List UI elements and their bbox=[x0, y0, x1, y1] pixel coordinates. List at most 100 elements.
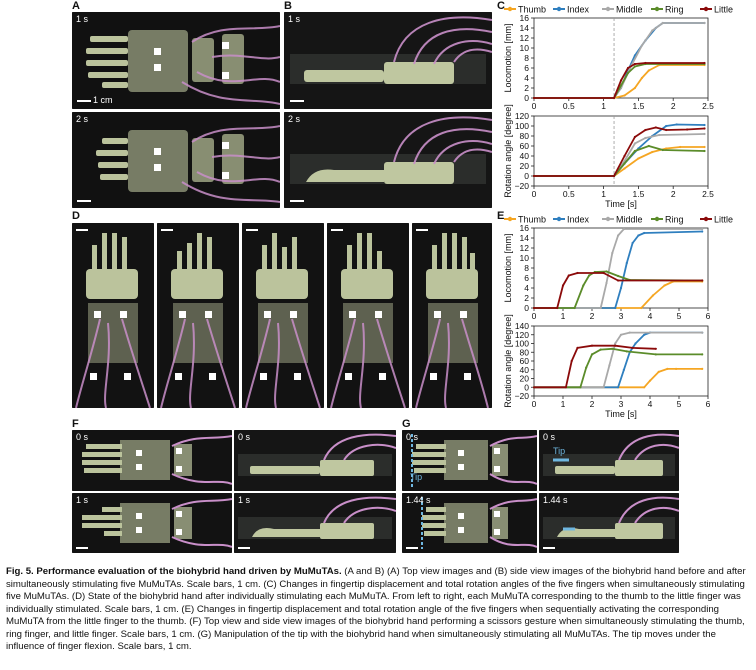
data-point-middle bbox=[599, 306, 602, 310]
y-tick-label: 6 bbox=[524, 273, 529, 283]
data-point-index bbox=[631, 241, 634, 245]
data-point-little bbox=[602, 271, 605, 275]
data-point-little bbox=[623, 154, 626, 158]
data-point-index bbox=[665, 124, 668, 128]
data-point-thumb bbox=[643, 386, 646, 389]
x-tick-label: 6 bbox=[706, 311, 711, 321]
data-point-ring bbox=[585, 366, 588, 369]
data-point-little bbox=[564, 386, 567, 389]
data-point-ring bbox=[661, 148, 664, 152]
data-point-ring bbox=[703, 149, 706, 153]
y-tick-label: 6 bbox=[524, 63, 529, 73]
time-label-b-bottom: 2 s bbox=[288, 114, 301, 124]
time-label-b-top: 1 s bbox=[288, 14, 301, 24]
panel-letter-e: E bbox=[497, 210, 505, 222]
y-tick-label: 0 bbox=[524, 303, 529, 313]
x-tick-label: 2 bbox=[671, 189, 676, 199]
legend-marker-index bbox=[556, 216, 562, 222]
scale-label-a: 1 cm bbox=[93, 95, 113, 105]
y-tick-label: 40 bbox=[520, 365, 530, 375]
data-point-thumb bbox=[623, 94, 626, 97]
photo-f-side-0s bbox=[234, 430, 396, 491]
data-point-little bbox=[612, 174, 616, 178]
x-tick-label: 4 bbox=[648, 311, 653, 321]
caption-heading: Fig. 5. Performance evaluation of the bi… bbox=[6, 566, 342, 577]
panel-letter-b: B bbox=[284, 0, 292, 12]
y-tick-label: 14 bbox=[520, 23, 530, 33]
y-tick-label: 0 bbox=[524, 171, 529, 181]
data-point-ring bbox=[588, 274, 591, 277]
photo-f-side-1s bbox=[234, 493, 396, 553]
x-axis-label: Time [s] bbox=[605, 199, 637, 209]
data-point-index bbox=[617, 386, 620, 389]
data-point-little bbox=[614, 344, 617, 347]
y-tick-label: 12 bbox=[520, 33, 530, 43]
data-point-little bbox=[703, 61, 706, 65]
y-tick-label: 60 bbox=[520, 141, 530, 151]
time-label-g-top-right: 0 s bbox=[543, 432, 556, 442]
data-point-middle bbox=[703, 132, 706, 136]
data-point-middle bbox=[701, 227, 704, 231]
data-point-thumb bbox=[651, 150, 654, 154]
data-point-ring bbox=[582, 284, 585, 287]
data-point-ring bbox=[599, 348, 602, 351]
data-point-little bbox=[619, 79, 623, 82]
time-label-a-bottom: 2 s bbox=[76, 114, 89, 124]
data-point-middle bbox=[617, 234, 620, 237]
series-line-little bbox=[534, 344, 656, 389]
data-point-little bbox=[644, 128, 647, 132]
x-tick-label: 4 bbox=[648, 399, 653, 409]
x-tick-label: 0.5 bbox=[563, 101, 575, 111]
data-point-ring bbox=[623, 162, 626, 165]
data-point-little bbox=[532, 386, 536, 389]
y-tick-label: 60 bbox=[520, 356, 530, 366]
data-point-index bbox=[614, 306, 617, 310]
data-point-ring bbox=[590, 353, 594, 356]
data-point-little bbox=[665, 128, 668, 132]
tip-label-g: Tip bbox=[410, 472, 423, 482]
y-tick-label: 80 bbox=[520, 347, 530, 357]
data-point-ring bbox=[573, 306, 576, 310]
caption-body: (A and B) (A) Top view images and (B) si… bbox=[6, 566, 746, 652]
scale-bar-g bbox=[406, 547, 418, 549]
data-point-little bbox=[612, 96, 616, 100]
photo-d-little bbox=[412, 223, 492, 408]
data-point-thumb bbox=[663, 284, 666, 287]
x-tick-label: 0.5 bbox=[563, 189, 575, 199]
legend-label-middle: Middle bbox=[616, 5, 643, 15]
plot-frame bbox=[533, 115, 709, 187]
panel-letter-f: F bbox=[72, 418, 79, 430]
scale-bar-g-2 bbox=[543, 547, 555, 549]
data-point-little bbox=[567, 274, 570, 277]
legend-marker-thumb bbox=[507, 6, 513, 12]
data-point-ring bbox=[633, 65, 636, 68]
time-label-a-top: 1 s bbox=[76, 14, 89, 24]
photo-f-top-1s bbox=[72, 493, 232, 553]
legend-label-little: Little bbox=[714, 5, 733, 15]
data-point-little bbox=[590, 344, 594, 347]
time-label-f-top-left: 0 s bbox=[76, 432, 89, 442]
data-point-little bbox=[654, 347, 657, 350]
y-tick-label: 40 bbox=[520, 151, 530, 161]
series-line-ring bbox=[534, 63, 705, 99]
time-label-f-top-right: 0 s bbox=[238, 432, 251, 442]
data-point-ring bbox=[654, 353, 657, 356]
photo-d-thumb bbox=[72, 223, 154, 408]
scale-bar-d-2 bbox=[161, 229, 173, 231]
data-point-middle bbox=[614, 342, 617, 345]
y-axis-label: Locomotion [mm] bbox=[503, 233, 513, 302]
data-point-index bbox=[643, 231, 646, 235]
legend-marker-thumb bbox=[507, 216, 513, 222]
y-tick-label: 12 bbox=[520, 243, 530, 253]
x-tick-label: 6 bbox=[706, 399, 711, 409]
series-line-thumb bbox=[534, 146, 705, 177]
y-tick-label: 20 bbox=[520, 161, 530, 171]
photo-d-middle bbox=[242, 223, 324, 408]
data-point-middle bbox=[602, 386, 605, 389]
data-point-little bbox=[532, 174, 536, 178]
x-tick-label: 0 bbox=[532, 101, 537, 111]
y-tick-label: 2 bbox=[524, 83, 529, 93]
data-point-middle bbox=[640, 44, 643, 47]
data-point-little bbox=[532, 306, 536, 310]
